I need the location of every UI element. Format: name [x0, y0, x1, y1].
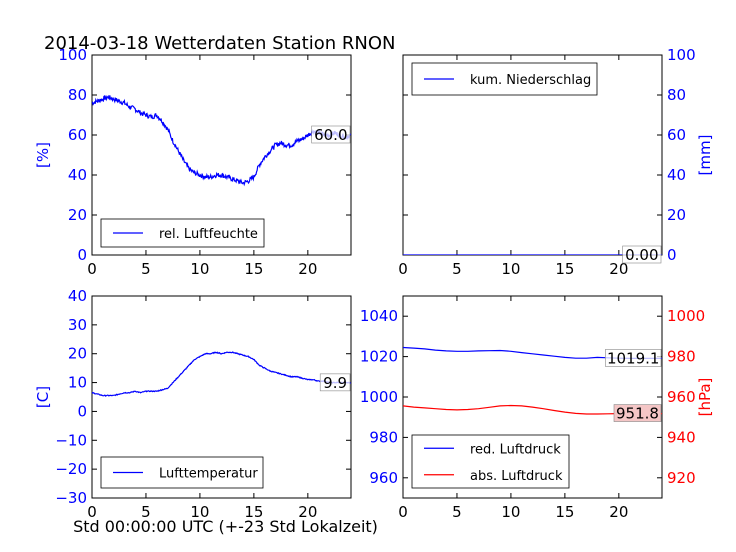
last-value-label: 9.9 — [323, 374, 347, 392]
y-tick-label: 60 — [667, 126, 686, 144]
last-value-label: 1019.1 — [607, 349, 660, 367]
y-tick-label: 100 — [667, 46, 696, 64]
x-tick-label: 15 — [555, 503, 574, 521]
x-tick-label: 10 — [501, 503, 520, 521]
x-tick-label: 20 — [609, 503, 628, 521]
legend-entry: Lufttemperatur — [159, 467, 258, 482]
y-tick-label: 960 — [369, 469, 398, 487]
y2-tick-label: 960 — [667, 388, 696, 406]
last-value-label: 0.00 — [625, 246, 658, 264]
y-tick-label: 10 — [68, 374, 87, 392]
axes-precipitation: 0 5 10 15 20 0 20 40 60 80 100 [mm] 0.00 kum. Nieders… — [398, 46, 714, 278]
x-tick-label: 10 — [190, 503, 209, 521]
y-tick-label: 0 — [667, 246, 677, 264]
x-tick-label: 20 — [609, 260, 628, 278]
y-tick-label: 0 — [77, 246, 87, 264]
y-axis-label: [C] — [34, 386, 52, 408]
legend-entry: rel. Luftfeuchte — [159, 227, 258, 242]
legend-entry: abs. Luftdruck — [470, 469, 563, 484]
legend: red. Luftdruck abs. Luftdruck — [411, 434, 570, 489]
x-tick-label: 5 — [452, 503, 462, 521]
x-tick-label: 0 — [398, 503, 408, 521]
y-axis-label: [hPa] — [696, 378, 714, 417]
y-axis-label: [%] — [34, 142, 52, 168]
y-tick-label: 980 — [369, 428, 398, 446]
y-tick-label: −10 — [55, 431, 87, 449]
series-line-1 — [92, 351, 351, 397]
axes-humidity: 0 5 10 15 20 0 20 40 60 80 100 [%] 60.0 rel. Luftfeuc… — [34, 46, 352, 278]
y-tick-label: 40 — [68, 287, 87, 305]
y-tick-label: 1040 — [360, 307, 398, 325]
y-tick-label: 20 — [667, 206, 686, 224]
y-tick-label: −30 — [55, 489, 87, 507]
y-tick-label: 100 — [58, 46, 87, 64]
axes-pressure: 0 5 10 15 20 960 980 1000 1020 1040 920 940 960 980 10… — [360, 295, 714, 521]
x-tick-label: 0 — [398, 260, 408, 278]
last-value-label-box — [311, 125, 351, 144]
x-tick-label: 15 — [555, 260, 574, 278]
y-tick-label: 20 — [68, 206, 87, 224]
x-tick-label: 20 — [298, 503, 317, 521]
last-value-label-box — [605, 349, 662, 367]
y-axis-label: [mm] — [696, 135, 714, 176]
y2-tick-label: 940 — [667, 428, 696, 446]
x-tick-label: 15 — [244, 260, 263, 278]
legend-entry: kum. Niederschlag — [470, 73, 591, 88]
x-tick-label: 5 — [141, 260, 151, 278]
legend: Lufttemperatur — [100, 456, 264, 489]
x-tick-label: 0 — [87, 503, 97, 521]
y-tick-label: 80 — [667, 86, 686, 104]
x-tick-label: 10 — [190, 260, 209, 278]
x-tick-label: 10 — [501, 260, 520, 278]
legend: rel. Luftfeuchte — [100, 218, 265, 248]
y-tick-label: 20 — [68, 345, 87, 363]
series-line-1 — [92, 94, 351, 187]
y-tick-label: 1000 — [360, 388, 398, 406]
legend-entry: red. Luftdruck — [470, 442, 561, 457]
legend: kum. Niederschlag — [411, 62, 598, 96]
figure-title: 2014-03-18 Wetterdaten Station RNON — [44, 33, 395, 54]
x-tick-label: 5 — [141, 503, 151, 521]
x-tick-label: 15 — [244, 503, 263, 521]
x-tick-label: 20 — [298, 260, 317, 278]
last-value-label-box — [622, 245, 662, 264]
y-tick-label: −20 — [55, 460, 87, 478]
y-tick-label: 40 — [68, 166, 87, 184]
y2-tick-label: 920 — [667, 469, 696, 487]
last-value-label-2: 951.8 — [616, 405, 659, 423]
y-tick-label: 60 — [68, 126, 87, 144]
y2-tick-label: 980 — [667, 348, 696, 366]
y-tick-label: 80 — [68, 86, 87, 104]
legend-frame — [411, 434, 570, 489]
last-value-label: 60.0 — [314, 126, 347, 144]
y-tick-label: 1020 — [360, 348, 398, 366]
x-axis-label: Std 00:00:00 UTC (+-23 Std Lokalzeit) — [73, 517, 378, 536]
x-tick-label: 5 — [452, 260, 462, 278]
y-tick-label: 30 — [68, 316, 87, 334]
last-value-label-2-box — [613, 404, 662, 422]
last-value-label-box — [319, 373, 351, 392]
y-tick-label: 40 — [667, 166, 686, 184]
axes-temperature: 0 5 10 15 20 −30 −20 −10 0 10 20 30 40 [C] Std 00:00:0… — [34, 287, 378, 536]
x-tick-label: 0 — [87, 260, 97, 278]
y2-tick-label: 1000 — [667, 307, 705, 325]
y-tick-label: 0 — [77, 402, 87, 420]
